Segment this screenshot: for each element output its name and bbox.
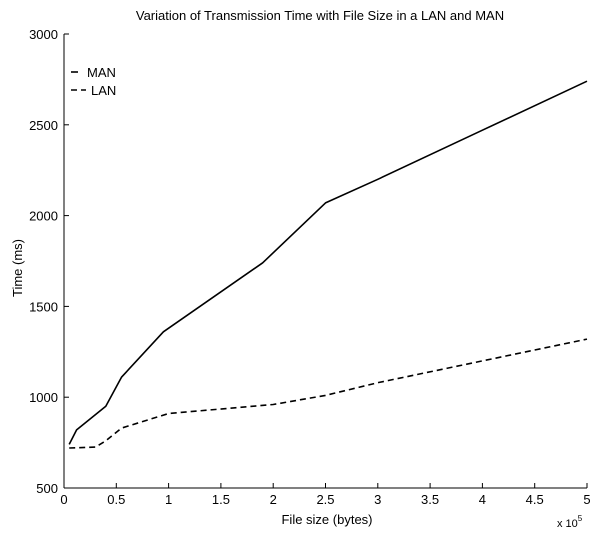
x-tick-label: 5: [583, 492, 590, 507]
x-tick-label: 0: [60, 492, 67, 507]
series-line-lan: [69, 338, 588, 449]
series-line-man: [68, 80, 588, 445]
y-tick-label: 1500: [29, 299, 58, 314]
y-tick-label: 3000: [29, 27, 58, 42]
legend-label-lan: LAN: [91, 83, 116, 98]
y-tick-label: 500: [36, 481, 58, 496]
x-tick-label: 2: [270, 492, 277, 507]
axis-ticks: 0 0.5 1 1.5 2 2.5 3 3.5 4 4.5 5 500 1000 1500 2000 2500…: [29, 27, 590, 507]
x-tick-label: 4: [479, 492, 486, 507]
x-tick-label: 0.5: [107, 492, 125, 507]
series-layer: [68, 80, 588, 449]
x-axis-label: File size (bytes): [281, 512, 372, 527]
x-tick-label: 2.5: [316, 492, 334, 507]
legend: MAN LAN: [71, 65, 116, 98]
x-tick-label: 1: [165, 492, 172, 507]
x-tick-label: 3: [374, 492, 381, 507]
x-tick-label: 1.5: [212, 492, 230, 507]
y-tick-label: 2500: [29, 118, 58, 133]
y-axis-label: Time (ms): [10, 239, 25, 297]
x-tick-label: 4.5: [526, 492, 544, 507]
plot-area: [63, 34, 587, 489]
chart-title: Variation of Transmission Time with File…: [136, 8, 504, 23]
y-tick-label: 2000: [29, 209, 58, 224]
x-tick-label: 3.5: [421, 492, 439, 507]
legend-label-man: MAN: [87, 65, 116, 80]
x-axis-multiplier: x 105: [557, 514, 583, 530]
y-tick-label: 1000: [29, 390, 58, 405]
